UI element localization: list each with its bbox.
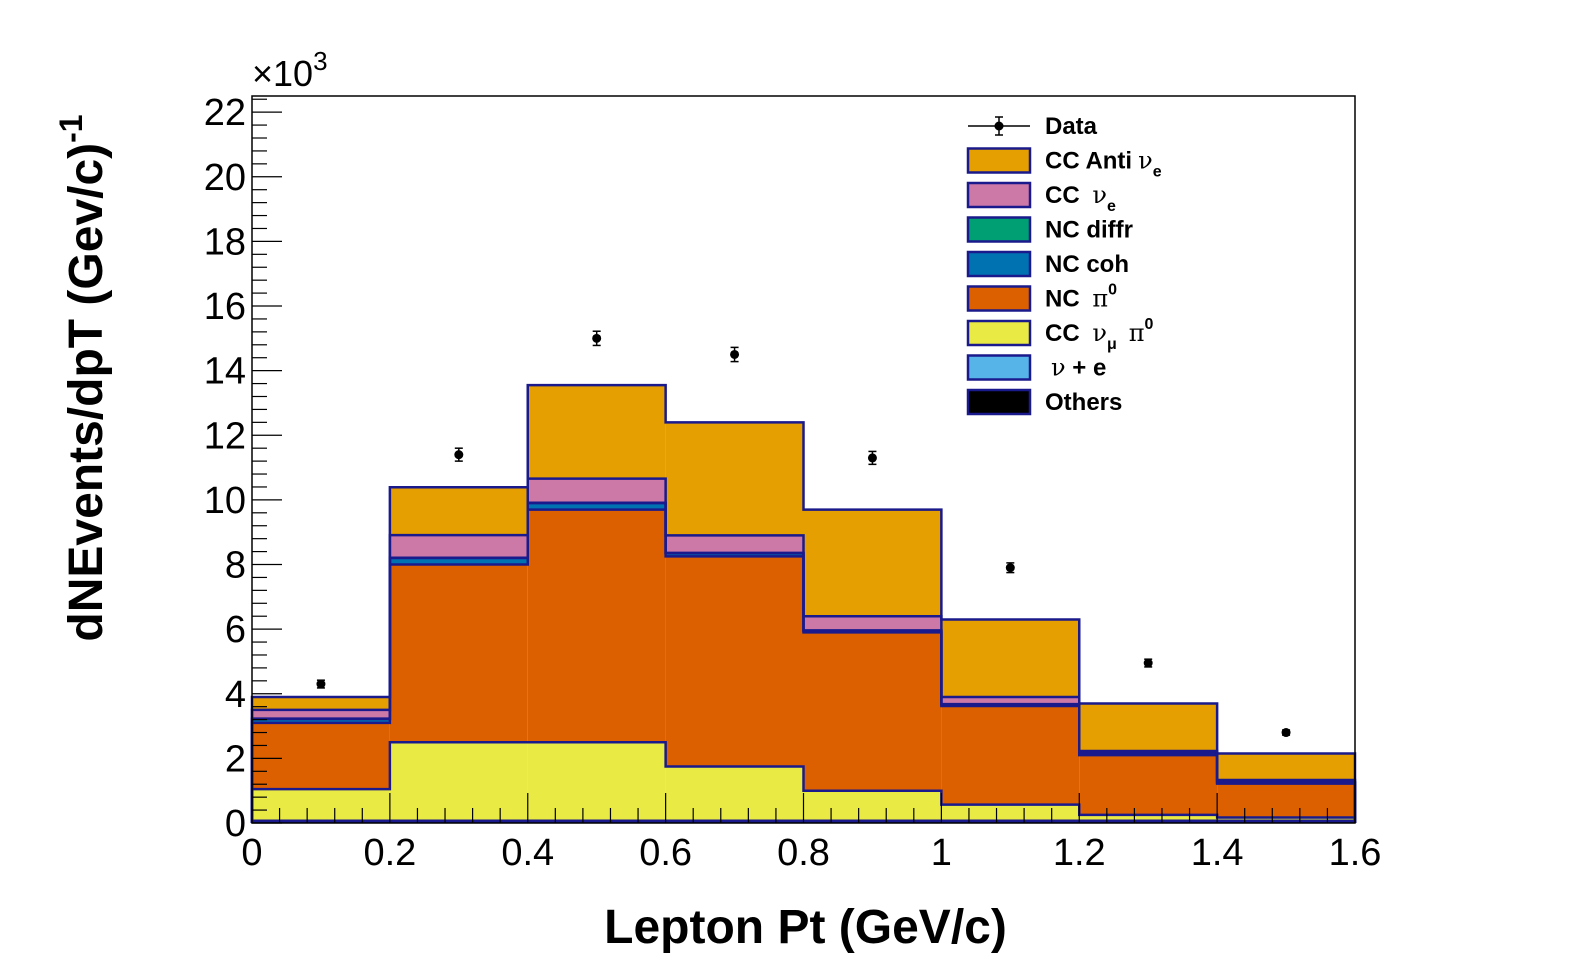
bar-cc-anti-e-bin-3 [665, 422, 804, 536]
bar-cc-0-bin-5 [941, 804, 1080, 821]
legend-entry-nu_e: ν + e [966, 354, 1106, 382]
axis-ticks [251, 98, 1356, 824]
svg-text:NC coh: NC coh [1045, 251, 1129, 278]
bar-cc-0-bin-4 [803, 790, 942, 821]
bar-cc-0-bin-7 [1217, 817, 1355, 821]
legend-entry-nc_diffr: NC diffr [966, 216, 1133, 244]
y-tick-label: 4 [225, 674, 246, 716]
bar-cc-anti-e-bin-4 [803, 509, 942, 617]
data-point-3 [730, 346, 740, 363]
svg-text:Others: Others [1045, 389, 1122, 416]
bar-nc-0-bin-2 [527, 509, 666, 743]
x-tick-label: 1.2 [1053, 832, 1106, 874]
stacked-bars [252, 385, 1355, 823]
x-tick-label: 1 [931, 832, 952, 874]
x-axis-title: Lepton Pt (GeV/c) [604, 901, 1007, 954]
y-axis-title: dNEvents/dpT (Gev/c)-1 [53, 114, 113, 641]
x-tick-label: 0.4 [501, 832, 554, 874]
axis-labels: 0 2 4 6 8 10 12 14 16 18 20 22 0 0.2 0.4 0.6 0.8 1 1.2 1.4 1… [53, 46, 1381, 954]
bar-cc-anti-e-bin-5 [941, 619, 1080, 697]
bar-cc-e-bin-2 [527, 478, 666, 503]
legend-entry-cc_numu_pi0: CC νμ​π0 [966, 316, 1154, 353]
data-point-4 [867, 450, 877, 466]
bar-nc-coh-bin-0 [252, 718, 390, 723]
y-tick-label: 18 [204, 221, 246, 263]
x-tick-label: 0.6 [639, 832, 692, 874]
bar-cc-0-bin-1 [389, 742, 528, 821]
bar-cc-anti-e-bin-0 [252, 696, 390, 710]
bar-nc-0-bin-6 [1079, 755, 1218, 815]
bar-cc-0-bin-6 [1079, 814, 1218, 821]
data-point-7 [1281, 728, 1291, 738]
bar-nc-0-bin-5 [941, 706, 1080, 805]
legend-entry-nc_coh: NC coh [966, 250, 1129, 278]
x-tick-label: 0 [241, 832, 262, 874]
y-tick-label: 2 [225, 738, 246, 780]
svg-text:Data: Data [1045, 113, 1098, 140]
bar-cc-0-bin-2 [527, 742, 666, 821]
bar-cc-anti-e-bin-1 [389, 487, 528, 536]
x-tick-label: 1.6 [1329, 832, 1382, 874]
svg-text:ν + e: ν + e [1051, 354, 1106, 382]
data-point-1 [454, 447, 464, 462]
y-tick-label: 14 [204, 351, 246, 393]
bar-cc-0-bin-0 [252, 789, 390, 821]
bar-nc-0-bin-7 [1217, 783, 1355, 818]
data-point-2 [592, 330, 602, 347]
legend-entry-cc_nue: CC νe​ [966, 181, 1116, 215]
data-point-6 [1143, 658, 1153, 668]
x-tick-label: 1.4 [1191, 832, 1244, 874]
bar-nc-0-bin-3 [665, 556, 804, 767]
legend-entry-others: Others [966, 388, 1122, 416]
bar-cc-anti-e-bin-6 [1079, 703, 1218, 751]
svg-text:NC π0​: NC π0​ [1045, 282, 1117, 313]
y-tick-label: 10 [204, 480, 246, 522]
y-tick-label: 16 [204, 286, 246, 328]
bar-cc-e-bin-3 [665, 535, 804, 553]
bar-nc-0-bin-0 [252, 722, 390, 790]
x-tick-label: 0.8 [777, 832, 830, 874]
bar-cc-e-bin-0 [252, 709, 390, 719]
bar-cc-anti-e-bin-7 [1217, 753, 1355, 781]
bar-nc-coh-bin-3 [665, 553, 804, 557]
stack-outlines [250, 383, 1357, 823]
svg-text:NC diffr: NC diffr [1045, 217, 1133, 244]
bar-nc-0-bin-4 [803, 632, 942, 791]
bar-cc-anti-e-bin-2 [527, 385, 666, 479]
bar-nc-coh-bin-2 [527, 503, 666, 510]
bar-cc-e-bin-5 [941, 696, 1080, 705]
data-point-0 [316, 679, 326, 689]
y-tick-label: 12 [204, 415, 246, 457]
data-point-5 [1005, 562, 1015, 574]
data-points [316, 330, 1291, 738]
y-tick-label: 20 [204, 157, 246, 199]
legend-entry-data: Data [968, 113, 1098, 140]
y-tick-label: 22 [204, 92, 246, 134]
svg-text:CC νe​: CC νe​ [1045, 181, 1116, 215]
bar-cc-e-bin-4 [803, 616, 942, 631]
y-tick-label: 8 [225, 545, 246, 587]
legend-entry-nc_pi0: NC π0​ [966, 282, 1117, 313]
x-tick-label: 0.2 [363, 832, 416, 874]
outline-cc-anti-e [250, 383, 1357, 823]
svg-text:CC νμ​π0: CC νμ​π0 [1045, 316, 1154, 353]
bar-cc-e-bin-1 [389, 535, 528, 558]
y-multiplier: ×103 [252, 46, 328, 94]
bar-cc-0-bin-3 [665, 766, 804, 821]
y-tick-label: 6 [225, 609, 246, 651]
bar-nc-coh-bin-1 [389, 558, 528, 565]
bar-nc-0-bin-1 [389, 564, 528, 743]
y-tick-label: 0 [225, 803, 246, 845]
